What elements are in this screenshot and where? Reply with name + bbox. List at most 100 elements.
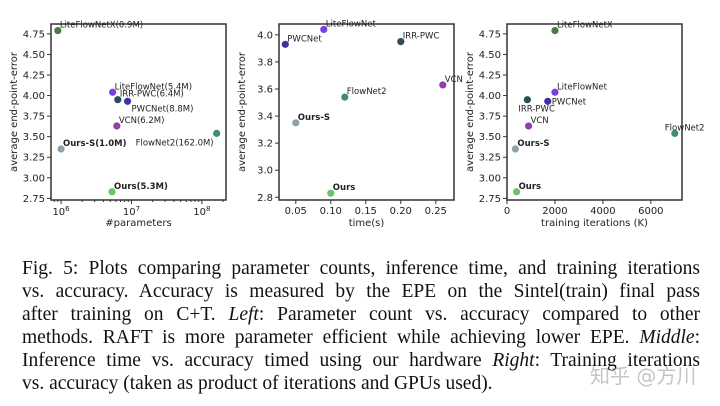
data-point (511, 145, 519, 153)
x-tick-label: 0.15 (355, 206, 377, 217)
caption-line-6: vs. accuracy (taken as product of iterat… (22, 373, 493, 394)
caption-line-5: Inference time vs. accuracy timed using … (22, 350, 700, 372)
data-label: Ours (333, 183, 356, 193)
y-tick-label: 4.00 (23, 91, 45, 102)
data-label: Ours-S (298, 113, 330, 123)
chart-2: 2.8 3.0 3.2 3.4 3.6 3.8 4.0 0.05 0.10 0.15 0.20 0.2… (237, 19, 463, 229)
y-tick-label: 3.50 (479, 132, 501, 143)
x-tick-label: 106 (52, 205, 70, 218)
y-tick-label: 4.25 (23, 70, 45, 81)
data-point (544, 97, 552, 105)
data-point (671, 129, 679, 137)
data-label: PWCNet (552, 97, 587, 107)
data-label: VCN(6.2M) (119, 116, 165, 126)
data-point (213, 129, 221, 137)
data-point (397, 38, 405, 46)
watermark: 知乎 @方川 (590, 364, 697, 388)
plot-frame (50, 23, 227, 201)
data-label: Ours-S (517, 139, 549, 149)
y-tick-label: 3.4 (257, 112, 273, 123)
data-point (113, 122, 121, 130)
data-point (123, 97, 132, 105)
data-point (551, 26, 559, 35)
plot-frame (278, 23, 455, 201)
x-tick-label: 0.10 (320, 206, 342, 217)
data-label: Ours-S(1.0M) (63, 139, 127, 149)
x-tick-label: 4000 (590, 206, 615, 217)
caption-emphasis-right: Right (492, 350, 535, 371)
y-axis-label: average end-point-error (237, 51, 248, 172)
data-point (292, 119, 300, 127)
data-point (551, 88, 559, 96)
data-label: IRR-PWC (403, 32, 440, 42)
caption-text: : Training iterations (534, 350, 700, 371)
data-point (341, 93, 349, 101)
data-label: Ours(5.3M) (114, 182, 168, 192)
data-label: Ours (519, 182, 542, 192)
y-tick-label: 4.25 (479, 70, 501, 81)
y-tick-label: 4.0 (257, 30, 273, 41)
y-tick-label: 3.25 (23, 153, 45, 164)
caption-text: : (694, 327, 700, 348)
data-label: FlowNet2 (665, 123, 705, 133)
data-label: LiteFlowNet (326, 19, 377, 29)
data-point (281, 40, 289, 48)
caption-line-2: vs. accuracy. Accuracy is measured by th… (22, 281, 700, 302)
plot-frame (506, 23, 683, 201)
x-tick-label: 0.25 (425, 206, 447, 217)
data-label: IRR-PWC(6.4M) (120, 90, 184, 100)
chart-1: 2.75 3.00 3.25 3.50 3.75 4.00 4.25 4.50 4.75 106 1… (9, 21, 227, 229)
y-tick-label: 2.75 (479, 194, 501, 205)
x-axis-label: training iterations (K) (541, 218, 648, 229)
y-tick-label: 4.00 (479, 91, 501, 102)
data-label: VCN (531, 116, 549, 126)
data-point (523, 96, 531, 104)
y-tick-label: 3.75 (23, 112, 45, 123)
data-point (320, 25, 328, 34)
y-axis-label: average end-point-error (465, 51, 476, 172)
data-label: FlowNet2(162.0M) (136, 138, 214, 148)
y-tick-label: 3.2 (257, 139, 273, 150)
x-tick-label: 2000 (542, 206, 567, 217)
x-axis-label: time(s) (349, 218, 385, 229)
data-label: LiteFlowNetX (557, 21, 613, 31)
chart-3: 2.75 3.00 3.25 3.50 3.75 4.00 4.25 4.50 4.75 0 200… (465, 21, 705, 229)
y-tick-label: 3.00 (23, 173, 45, 184)
x-tick-label: 0.05 (285, 206, 307, 217)
data-label: LiteFlowNetX(0.9M) (60, 21, 143, 31)
data-point (439, 81, 447, 89)
data-point (109, 88, 117, 96)
caption-emphasis-left: Left (228, 304, 259, 325)
y-axis-label: average end-point-error (9, 51, 20, 172)
data-label: LiteFlowNet (557, 82, 608, 92)
y-tick-label: 4.75 (23, 29, 45, 40)
data-label: VCN (445, 75, 463, 85)
y-tick-label: 4.50 (479, 50, 501, 61)
caption-line-1: Fig. 5: Plots comparing parameter counts… (22, 258, 700, 279)
y-tick-label: 2.75 (23, 194, 45, 205)
y-tick-label: 2.8 (257, 193, 273, 204)
y-tick-label: 3.8 (257, 57, 273, 68)
x-tick-label: 107 (123, 205, 140, 218)
y-tick-label: 3.25 (479, 153, 501, 164)
x-axis-label: #parameters (105, 218, 171, 229)
data-label: LiteFlowNet(5.4M) (115, 82, 192, 92)
caption-line-4: methods. RAFT is more parameter efficien… (22, 327, 700, 349)
y-tick-label: 3.00 (479, 173, 501, 184)
data-point (512, 188, 521, 196)
caption-text: : Parameter count vs. accuracy compared … (258, 304, 700, 325)
caption-text: Inference time vs. accuracy timed using … (22, 350, 493, 371)
x-tick-label: 108 (193, 205, 210, 218)
y-tick-label: 3.6 (257, 84, 273, 95)
x-tick-label: 0 (504, 206, 510, 217)
data-label: PWCNet(8.8M) (132, 104, 194, 114)
data-point (108, 188, 116, 196)
x-tick-label: 0.20 (390, 206, 412, 217)
data-label: IRR-PWC (518, 105, 555, 115)
data-label: FlowNet2 (347, 87, 387, 97)
data-label: PWCNet (287, 34, 322, 44)
data-point (327, 189, 335, 197)
y-tick-label: 3.50 (23, 132, 45, 143)
y-tick-label: 3.0 (257, 166, 273, 177)
